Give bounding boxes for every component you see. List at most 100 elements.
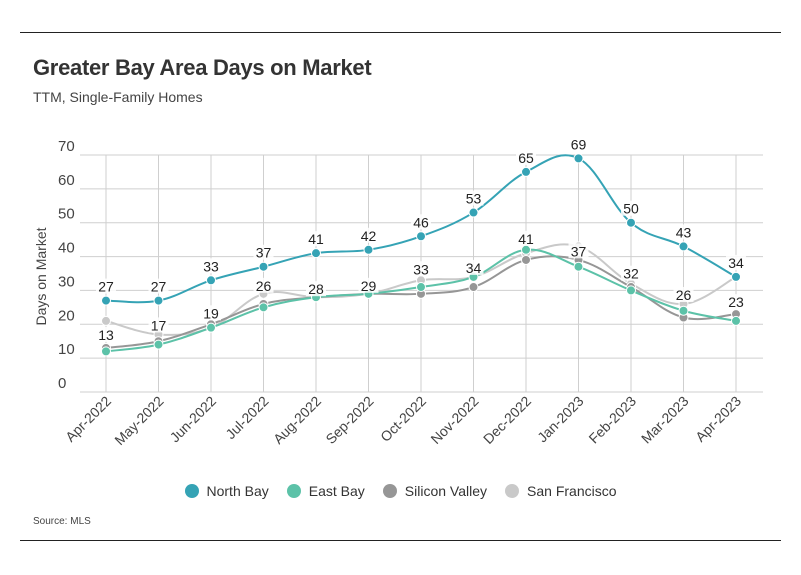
data-label-group-bg	[516, 230, 536, 246]
data-point-silicon-valley	[468, 282, 479, 293]
legend-item-san-francisco: San Francisco	[505, 483, 617, 499]
data-label-group-bg	[673, 286, 694, 302]
data-label-group: 32	[623, 266, 639, 282]
data-label-group: 37	[571, 243, 587, 259]
y-tick-label: 60	[58, 172, 75, 189]
x-tick-label: Apr-2023	[692, 393, 744, 445]
legend-label: East Bay	[308, 483, 365, 499]
x-tick-label: Jun-2022	[167, 393, 220, 446]
legend-swatch	[505, 484, 520, 498]
data-label-north-bay-bg	[358, 227, 379, 243]
data-point-north-bay	[731, 271, 741, 282]
data-label-group: 26	[676, 287, 692, 303]
data-label-group-bg	[411, 261, 431, 277]
data-label-north-bay-bg	[201, 258, 221, 274]
legend-item-north-bay: North Bay	[184, 483, 269, 499]
chart-title: Greater Bay Area Days on Market	[33, 55, 372, 80]
x-tick-label: Nov-2022	[427, 393, 481, 447]
data-label-north-bay-bg	[411, 214, 431, 230]
data-label-north-bay-bg	[568, 136, 589, 152]
data-label-north-bay: 43	[676, 224, 692, 240]
data-label-north-bay-bg	[726, 254, 746, 270]
data-point-east-bay	[206, 322, 216, 333]
data-label-north-bay-bg	[96, 278, 116, 294]
data-label-group-bg	[201, 305, 221, 321]
data-label-north-bay: 53	[466, 191, 482, 207]
data-label-north-bay: 69	[571, 136, 587, 152]
x-tick-label: Aug-2022	[270, 393, 324, 447]
legend-swatch	[286, 484, 301, 498]
data-label-group: 34	[466, 260, 482, 276]
x-tick-label: Jul-2022	[222, 393, 271, 442]
data-point-north-bay	[311, 248, 321, 259]
data-label-group-bg	[568, 243, 589, 259]
data-point-east-bay	[153, 339, 164, 350]
chart-subtitle: TTM, Single-Family Homes	[33, 89, 203, 105]
data-label-north-bay-bg	[306, 231, 326, 247]
data-point-east-bay	[573, 261, 584, 272]
x-tick-label: Oct-2022	[377, 393, 429, 445]
data-label-group: 13	[98, 327, 114, 343]
data-label-group-bg	[96, 326, 116, 342]
bottom-rule	[20, 540, 781, 541]
data-label-group: 23	[728, 294, 744, 310]
data-label-north-bay: 65	[518, 150, 534, 166]
data-point-east-bay	[731, 315, 741, 326]
data-label-north-bay: 33	[203, 258, 219, 274]
data-label-north-bay-bg	[148, 278, 169, 294]
data-point-san-francisco	[101, 315, 111, 326]
data-label-group-bg	[148, 317, 169, 333]
data-label-north-bay-bg	[621, 200, 641, 216]
data-point-north-bay	[101, 295, 111, 306]
data-point-north-bay	[468, 207, 479, 218]
data-label-group: 26	[256, 278, 272, 294]
data-label-group: 19	[203, 305, 219, 321]
x-tick-label: Sep-2022	[322, 393, 376, 447]
data-point-east-bay	[258, 302, 269, 313]
data-point-north-bay	[258, 261, 269, 272]
data-label-north-bay-bg	[463, 190, 484, 206]
x-tick-label: Mar-2023	[638, 393, 692, 447]
data-label-group-bg	[253, 277, 274, 293]
legend-label: San Francisco	[527, 483, 617, 499]
source-note: Source: MLS	[33, 516, 91, 527]
data-label-north-bay-bg	[516, 149, 536, 165]
data-label-group-bg	[306, 281, 326, 297]
data-label-group-bg	[463, 259, 484, 275]
data-label-group: 29	[361, 278, 377, 294]
data-label-north-bay: 37	[256, 245, 272, 261]
y-tick-label: 0	[58, 375, 66, 392]
data-label-north-bay: 46	[413, 214, 429, 230]
data-point-north-bay	[678, 241, 689, 252]
data-label-group: 41	[518, 231, 534, 247]
data-point-north-bay	[206, 275, 216, 286]
data-point-north-bay	[573, 153, 584, 164]
data-label-north-bay: 27	[98, 279, 114, 295]
data-point-east-bay	[101, 346, 111, 357]
data-label-group: 28	[308, 281, 324, 297]
data-point-east-bay	[416, 282, 426, 293]
legend-item-east-bay: East Bay	[286, 483, 365, 499]
data-label-north-bay: 42	[361, 228, 377, 244]
data-label-north-bay: 41	[308, 231, 324, 247]
legend-label: Silicon Valley	[404, 483, 488, 499]
data-label-group-bg	[726, 294, 746, 310]
data-label-north-bay-bg	[253, 244, 274, 260]
y-tick-label: 70	[58, 138, 75, 155]
y-tick-label: 20	[58, 307, 75, 324]
data-label-group: 17	[151, 317, 167, 333]
x-tick-label: Dec-2022	[480, 393, 534, 447]
y-tick-label: 10	[58, 341, 75, 358]
legend-item-silicon-valley: Silicon Valley	[382, 483, 488, 499]
data-point-north-bay	[416, 231, 426, 242]
data-label-north-bay: 50	[623, 201, 639, 217]
data-point-north-bay	[521, 166, 531, 177]
y-tick-label: 40	[58, 240, 75, 257]
x-tick-label: Apr-2022	[62, 393, 114, 445]
data-label-group-bg	[621, 265, 641, 281]
y-tick-label: 30	[58, 273, 75, 290]
data-point-north-bay	[363, 244, 374, 255]
x-tick-label: May-2022	[111, 393, 166, 448]
data-label-group: 33	[413, 261, 429, 277]
